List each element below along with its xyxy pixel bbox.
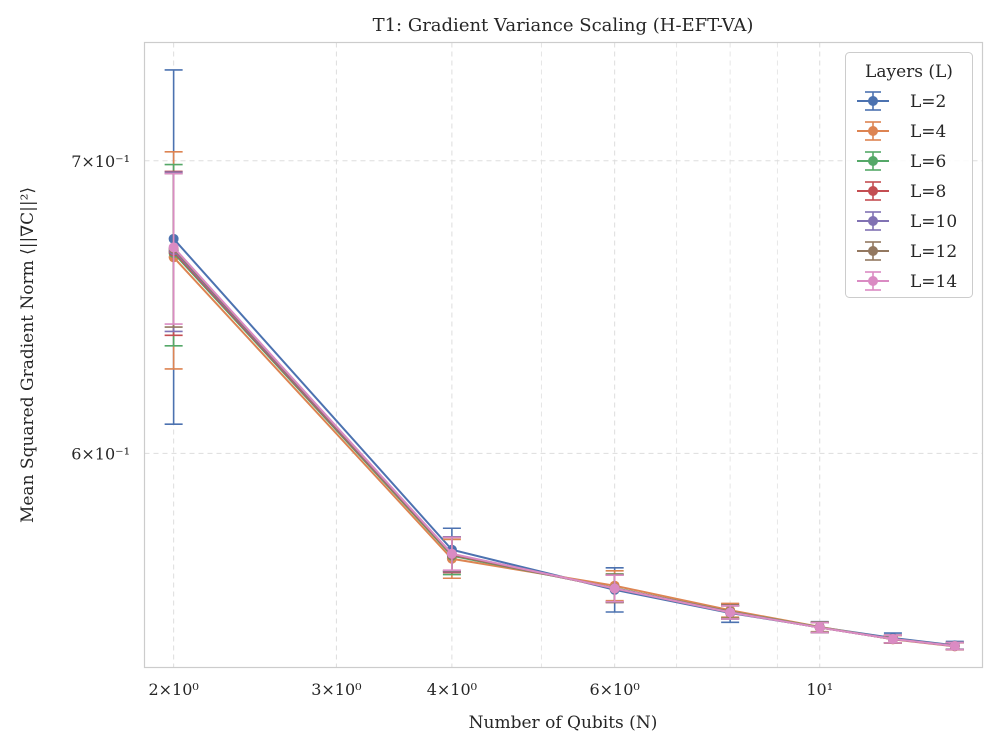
- data-point-L=14-4: [446, 548, 457, 559]
- x-tick-label-1: 3×10⁰: [311, 680, 361, 699]
- legend-items: L=2 L=4 L=6 L=8 L=10 L=12 L=14: [857, 91, 957, 292]
- series-layer: [164, 69, 964, 652]
- data-point-L=14-6: [609, 583, 620, 594]
- x-axis-label: Number of Qubits (N): [469, 713, 658, 733]
- legend-item-L=12: L=12: [857, 241, 957, 262]
- legend-item-L=8: L=8: [857, 181, 946, 202]
- legend-marker-L=14: [868, 276, 878, 286]
- legend-item-L=10: L=10: [857, 211, 957, 232]
- legend-marker-L=12: [868, 246, 878, 256]
- grid-layer: [144, 42, 983, 668]
- y-axis-label: Mean Squared Gradient Norm ⟨||∇C||²⟩: [18, 187, 38, 523]
- tick-labels: 2×10⁰ 3×10⁰ 4×10⁰ 6×10⁰ 10¹ 6×10⁻¹ 7×10⁻¹: [71, 152, 833, 699]
- legend-item-L=14: L=14: [857, 271, 957, 292]
- legend-marker-L=10: [868, 216, 878, 226]
- legend-label-L=14: L=14: [910, 272, 957, 292]
- chart-title: T1: Gradient Variance Scaling (H-EFT-VA): [373, 15, 754, 36]
- series-L=14: [164, 172, 964, 652]
- data-point-L=14-10: [814, 622, 825, 633]
- legend-marker-L=4: [868, 126, 878, 136]
- series-L=2: [164, 69, 964, 651]
- legend-label-L=4: L=4: [910, 122, 946, 142]
- series-line-L=14: [172, 246, 955, 648]
- data-point-L=14-12: [887, 634, 898, 645]
- series-L=10: [164, 171, 964, 652]
- x-tick-label-0: 2×10⁰: [148, 680, 198, 699]
- data-point-L=14-8: [725, 607, 736, 618]
- series-L=4: [164, 151, 964, 652]
- data-point-L=14-2: [168, 242, 179, 253]
- legend-item-L=2: L=2: [857, 91, 946, 112]
- legend-label-L=8: L=8: [910, 182, 946, 202]
- series-line-L=12: [172, 248, 955, 648]
- legend-marker-L=2: [868, 96, 878, 106]
- legend: Layers (L) L=2 L=4 L=6 L=8 L=10 L=12 L=14: [845, 52, 973, 298]
- series-line-L=2: [172, 238, 955, 647]
- x-tick-label-2: 4×10⁰: [427, 680, 477, 699]
- x-tick-label-3: 6×10⁰: [589, 680, 639, 699]
- legend-title: Layers (L): [865, 62, 953, 82]
- series-L=12: [164, 172, 964, 652]
- legend-label-L=2: L=2: [910, 92, 946, 112]
- data-point-L=14-14: [949, 641, 960, 652]
- series-line-L=4: [172, 256, 955, 648]
- legend-item-L=4: L=4: [857, 121, 946, 142]
- y-tick-label-1: 7×10⁻¹: [71, 152, 130, 171]
- legend-box: [845, 52, 973, 298]
- legend-label-L=6: L=6: [910, 152, 946, 172]
- legend-label-L=10: L=10: [910, 212, 957, 232]
- plot-area-frame: [143, 41, 984, 669]
- legend-marker-L=8: [868, 186, 878, 196]
- series-line-L=8: [172, 250, 955, 648]
- legend-item-L=6: L=6: [857, 151, 946, 172]
- legend-label-L=12: L=12: [910, 242, 957, 262]
- series-line-L=6: [172, 252, 955, 648]
- y-tick-label-0: 6×10⁻¹: [71, 444, 130, 463]
- x-tick-label-4: 10¹: [806, 680, 833, 699]
- legend-marker-L=6: [868, 156, 878, 166]
- series-line-L=10: [172, 249, 955, 648]
